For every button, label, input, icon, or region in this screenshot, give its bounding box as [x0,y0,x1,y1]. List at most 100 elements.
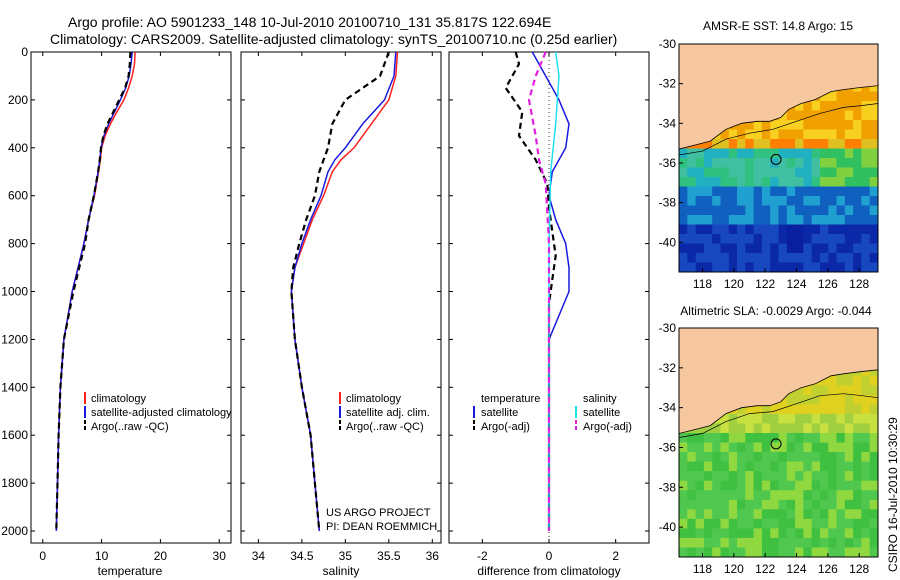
map-cell [695,433,705,444]
map-cell [753,490,763,501]
map-cell [695,518,705,529]
map-cell [687,433,697,444]
map-cell [869,205,878,216]
x-tick-label: 36 [426,549,440,563]
map-cell [786,394,796,405]
map-cell [844,433,854,444]
salinity-lines [290,51,399,532]
map-cell [820,499,829,510]
map-cell [712,518,722,529]
map-cell [861,452,871,463]
lon-tick-label: 124 [787,562,807,576]
map-cell [869,537,878,548]
series-line [290,51,399,532]
map-cell [770,224,780,235]
map-cell [795,167,804,178]
map-cell [795,215,804,226]
map-cell [869,148,878,159]
x-tick-label: 35.5 [377,549,401,563]
map-cell [861,537,871,548]
difference-xlabel: difference from climatology [477,564,620,578]
map-cell [853,433,862,444]
map-cell [761,490,771,501]
series-line [290,51,397,532]
map-cell [737,205,746,216]
map-cell [728,129,738,140]
map-cell [853,177,862,188]
map-cell [703,547,713,557]
map-cell [761,120,771,131]
map-cell [820,110,829,121]
map-cell [861,375,871,386]
series-line [527,51,551,531]
map-cell [712,148,722,159]
map-cell [728,461,738,472]
map-cell [828,167,838,178]
map-cell [836,167,846,178]
map-cell [745,547,755,557]
map-cell [795,110,804,121]
figure-title-line1: Argo profile: AO 5901233_148 10-Jul-2010… [68,14,552,30]
map-cell [828,148,838,159]
map-cell [853,385,862,396]
map-cell [778,253,788,264]
map-cell [761,537,771,548]
map-cell [861,262,871,272]
map-cell [861,528,871,539]
map-cell [811,509,821,520]
map-cell [828,404,838,415]
map-cell [770,120,780,131]
map-cell [803,433,813,444]
map-cell [786,433,796,444]
map-cell [811,110,821,121]
map-cell [703,186,713,197]
map-cell [811,413,821,424]
map-cell [828,120,838,131]
map-cell [795,148,804,159]
map-cell [844,518,854,529]
map-cell [695,186,705,197]
map-cell [761,509,771,520]
map-cell [737,158,746,169]
map-cell [844,158,854,169]
map-cell [761,262,771,272]
map-cell [770,262,780,272]
map-cell [753,186,763,197]
map-cell [828,509,838,520]
map-cell [679,480,688,491]
map-cell [712,158,722,169]
map-cell [778,196,788,207]
map-cell [703,177,713,188]
map-cell [712,196,722,207]
map-cell [853,148,862,159]
map-cell [861,413,871,424]
map-cell [770,518,780,529]
map-cell [745,186,755,197]
map-cell [844,547,854,557]
map-cell [745,433,755,444]
map-cell [861,205,871,216]
map-cell [778,262,788,272]
map-cell [778,186,788,197]
map-cell [728,253,738,264]
map-cell [728,537,738,548]
map-cell [761,167,771,178]
map-cell [778,537,788,548]
map-cell [778,547,788,557]
map-cell [828,461,838,472]
map-cell [836,186,846,197]
map-cell [737,234,746,245]
map-cell [811,518,821,529]
sla-map-title: Altimetric SLA: -0.0029 Argo: -0.044 [680,304,872,318]
map-cell [820,196,829,207]
map-cell [795,480,804,491]
map-cell [828,224,838,235]
map-cell [687,547,697,557]
map-cell [853,442,862,453]
map-cell [712,205,722,216]
map-cell [745,413,755,424]
map-cell [728,148,738,159]
map-cell [869,167,878,178]
map-cell [679,205,688,216]
map-cell [745,234,755,245]
